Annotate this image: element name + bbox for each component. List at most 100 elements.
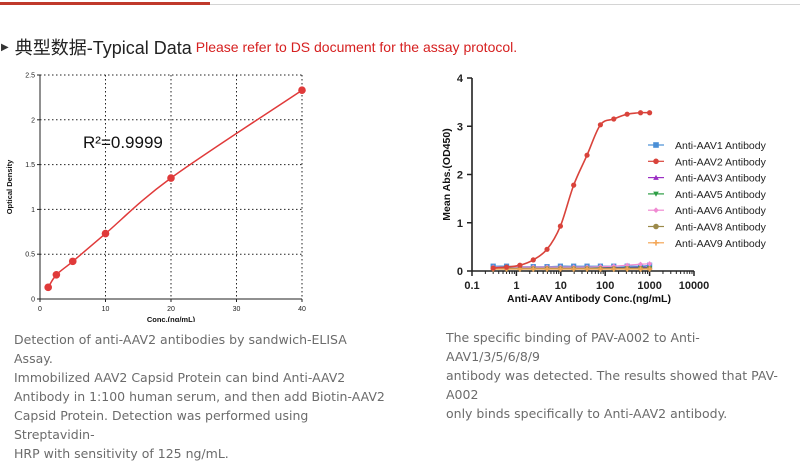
- legend-item: Anti-AAV9 Antibody: [648, 238, 767, 250]
- x-tick-label: 100: [596, 280, 614, 292]
- legend-marker: [653, 207, 659, 213]
- legend-marker: [653, 240, 659, 246]
- data-point: [544, 266, 550, 272]
- y-tick-label: 2: [457, 170, 463, 182]
- y-tick-label: 2: [31, 117, 35, 124]
- x-tick-label: 10: [555, 280, 567, 292]
- standard-curve-chart: 0 10 20 30 40 0 0.5 1 1.5 2 2.5 R²=0.9999 Conc.(ng…: [5, 73, 306, 323]
- data-point: [503, 264, 510, 270]
- data-point: [637, 266, 644, 272]
- x-axis-label: Anti-AAV Antibody Conc.(ng/mL): [507, 293, 671, 305]
- legend-item: Anti-AAV5 Antibody: [648, 189, 767, 201]
- left-ticks: 0 10 20 30 40 0 0.5 1 1.5 2 2.5: [25, 73, 306, 314]
- top-divider: [0, 4, 800, 5]
- data-point: [647, 110, 653, 116]
- y-axis-label: Mean Abs.(OD450): [441, 128, 453, 220]
- data-point: [584, 152, 590, 158]
- series-anti-aav2: [490, 110, 653, 271]
- data-point: [517, 262, 523, 268]
- data-point: [101, 229, 110, 238]
- caption-line: Detection of anti-AAV2 antibodies by san…: [14, 332, 347, 366]
- legend-item: Anti-AAV3 Antibody: [648, 173, 767, 185]
- caption-line: only binds specifically to Anti-AAV2 ant…: [446, 406, 728, 421]
- legend-item: Anti-AAV8 Antibody: [648, 222, 767, 234]
- data-point: [544, 246, 550, 252]
- y-tick-label: 0: [457, 266, 463, 278]
- right-caption: The specific binding of PAV-A002 to Anti…: [446, 328, 792, 423]
- y-tick-label: 0.5: [25, 252, 35, 259]
- data-point: [530, 266, 536, 272]
- data-point: [647, 266, 653, 272]
- caption-line: Capsid Protein. Detection was performed …: [14, 408, 309, 442]
- data-point: [637, 110, 644, 116]
- bullet-triangle-icon: ▶: [1, 41, 9, 53]
- x-tick-label: 1000: [637, 280, 661, 292]
- caption-line: HRP with sensitivity of 125 ng/mL.: [14, 446, 229, 461]
- data-point: [52, 271, 61, 279]
- protocol-note: Please refer to DS document for the assa…: [195, 39, 518, 55]
- data-point: [624, 266, 630, 272]
- x-tick-label: 1: [513, 280, 519, 292]
- x-tick-label: 0.1: [464, 280, 479, 292]
- legend: Anti-AAV1 Antibody Anti-AAV2 Antibody Anti…: [648, 140, 767, 250]
- data-point: [557, 266, 564, 272]
- legend-label: Anti-AAV6 Antibody: [675, 205, 767, 217]
- data-point: [611, 266, 617, 272]
- caption-line: Antibody in 1:100 human serum, and then …: [14, 389, 385, 404]
- y-tick-label: 0: [31, 297, 35, 304]
- right-ticks: 0.1 1 10 100 1000 10000 0 1 2 3 4: [457, 73, 709, 292]
- data-point: [490, 265, 496, 271]
- legend-label: Anti-AAV8 Antibody: [675, 222, 767, 234]
- specificity-chart: 0.1 1 10 100 1000 10000 0 1 2 3 4 Anti-AAV1 Antibo…: [441, 73, 767, 305]
- legend-item: Anti-AAV1 Antibody: [648, 140, 767, 152]
- caption-line: antibody was detected. The results showe…: [446, 368, 778, 402]
- top-accent-bar: [0, 2, 210, 5]
- legend-marker: [653, 223, 659, 230]
- series-line: [493, 111, 650, 269]
- legend-marker: [653, 142, 659, 148]
- left-points: [44, 86, 306, 292]
- data-point: [571, 266, 577, 272]
- r-squared-annotation: R²=0.9999: [83, 133, 163, 152]
- legend-marker: [653, 174, 659, 180]
- data-point: [68, 257, 77, 266]
- legend-label: Anti-AAV1 Antibody: [675, 140, 767, 152]
- section-title: 典型数据-Typical Data: [14, 38, 192, 58]
- legend-item: Anti-AAV6 Antibody: [648, 205, 767, 217]
- x-tick-label: 10: [102, 306, 110, 313]
- y-tick-label: 1.5: [25, 162, 35, 169]
- y-tick-label: 2.5: [25, 73, 35, 80]
- data-point: [530, 257, 536, 263]
- legend-label: Anti-AAV9 Antibody: [675, 238, 767, 250]
- x-tick-label: 40: [298, 306, 306, 313]
- data-point: [597, 122, 604, 128]
- y-tick-label: 1: [457, 218, 463, 230]
- section-heading: ▶ 典型数据-Typical Data Please refer to DS doc…: [0, 34, 517, 60]
- x-tick-label: 0: [38, 306, 42, 313]
- data-point: [584, 266, 590, 272]
- legend-label: Anti-AAV2 Antibody: [675, 156, 767, 168]
- data-point: [624, 111, 630, 117]
- data-point: [611, 116, 617, 122]
- data-point: [557, 223, 564, 229]
- legend-label: Anti-AAV3 Antibody: [675, 173, 767, 185]
- caption-line: Immobilized AAV2 Capsid Protein can bind…: [14, 370, 346, 385]
- x-tick-label: 20: [167, 306, 175, 313]
- y-axis-label: Optical Density: [5, 159, 14, 214]
- data-point: [167, 174, 175, 182]
- x-tick-label: 30: [233, 306, 241, 313]
- x-axis-label: Conc.(ng/mL): [147, 315, 196, 322]
- legend-label: Anti-AAV5 Antibody: [675, 189, 767, 201]
- y-tick-label: 3: [457, 121, 463, 133]
- legend-item: Anti-AAV2 Antibody: [648, 156, 767, 168]
- left-caption: Detection of anti-AAV2 antibodies by san…: [14, 330, 386, 463]
- right-series: [490, 110, 653, 272]
- data-point: [597, 266, 604, 272]
- y-tick-label: 1: [31, 207, 35, 214]
- y-tick-label: 4: [457, 73, 464, 85]
- data-point: [298, 86, 306, 95]
- fit-curve: [47, 89, 303, 288]
- legend-marker: [653, 191, 659, 197]
- data-point: [44, 283, 52, 292]
- legend-marker: [653, 158, 659, 165]
